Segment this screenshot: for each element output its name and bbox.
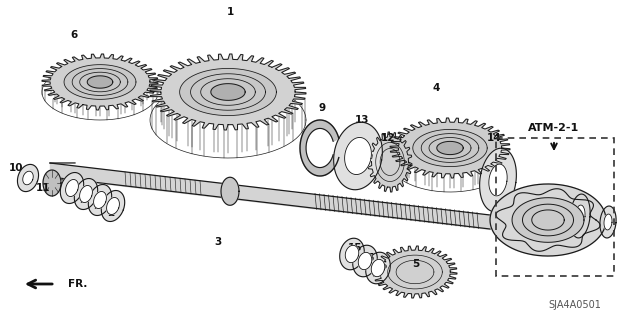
Polygon shape — [180, 69, 276, 115]
Polygon shape — [191, 74, 266, 110]
Polygon shape — [570, 194, 590, 238]
Polygon shape — [437, 141, 463, 155]
Text: 8: 8 — [559, 187, 566, 197]
Text: 5: 5 — [412, 259, 420, 269]
Polygon shape — [60, 173, 84, 204]
Polygon shape — [93, 191, 106, 209]
Polygon shape — [340, 238, 364, 270]
Text: 2: 2 — [108, 208, 115, 218]
Text: 3: 3 — [214, 237, 221, 247]
Polygon shape — [604, 214, 612, 230]
Polygon shape — [150, 54, 306, 130]
Polygon shape — [300, 120, 339, 176]
Polygon shape — [79, 185, 92, 203]
Polygon shape — [365, 252, 390, 284]
Polygon shape — [490, 184, 606, 256]
Polygon shape — [512, 198, 584, 242]
Text: 15: 15 — [361, 253, 375, 263]
Text: 9: 9 — [319, 103, 326, 113]
Polygon shape — [333, 122, 382, 190]
Text: FR.: FR. — [68, 279, 88, 289]
Text: 2: 2 — [65, 187, 72, 197]
Polygon shape — [575, 205, 585, 227]
Polygon shape — [80, 72, 120, 92]
Polygon shape — [88, 184, 112, 216]
Text: 4: 4 — [432, 83, 440, 93]
Polygon shape — [74, 179, 98, 210]
Text: 15: 15 — [374, 261, 388, 271]
Text: 14: 14 — [486, 133, 501, 143]
Text: 15: 15 — [348, 243, 362, 253]
Text: SJA4A0501: SJA4A0501 — [548, 300, 602, 310]
Text: 12: 12 — [381, 133, 396, 143]
Polygon shape — [211, 84, 245, 100]
Polygon shape — [107, 197, 120, 214]
Polygon shape — [421, 134, 479, 162]
Polygon shape — [353, 245, 378, 277]
Bar — [496, 138, 614, 276]
Polygon shape — [522, 204, 573, 236]
Polygon shape — [371, 259, 385, 277]
Polygon shape — [373, 246, 457, 298]
Polygon shape — [479, 148, 516, 212]
Polygon shape — [42, 54, 158, 110]
Polygon shape — [64, 65, 136, 99]
Polygon shape — [600, 206, 616, 238]
Polygon shape — [23, 171, 33, 185]
Polygon shape — [489, 164, 507, 196]
Text: 2: 2 — [79, 195, 86, 205]
Text: ATM-2-1: ATM-2-1 — [529, 123, 580, 133]
Text: 11: 11 — [36, 183, 51, 193]
Polygon shape — [201, 79, 255, 105]
Polygon shape — [358, 252, 372, 270]
Text: 6: 6 — [70, 30, 77, 40]
Text: 2: 2 — [93, 201, 100, 211]
Text: 7: 7 — [586, 200, 594, 210]
Polygon shape — [65, 180, 79, 197]
Polygon shape — [429, 137, 471, 159]
Polygon shape — [413, 130, 487, 167]
Polygon shape — [43, 170, 61, 196]
Polygon shape — [17, 164, 38, 192]
Polygon shape — [101, 190, 125, 221]
Polygon shape — [390, 118, 510, 178]
Polygon shape — [72, 69, 128, 95]
Polygon shape — [368, 132, 412, 192]
Polygon shape — [344, 137, 371, 174]
Text: 13: 13 — [355, 115, 369, 125]
Text: 10: 10 — [9, 163, 23, 173]
Text: 1: 1 — [227, 7, 234, 17]
Polygon shape — [345, 245, 359, 263]
Polygon shape — [221, 177, 239, 205]
Polygon shape — [532, 210, 564, 230]
Polygon shape — [87, 76, 113, 88]
